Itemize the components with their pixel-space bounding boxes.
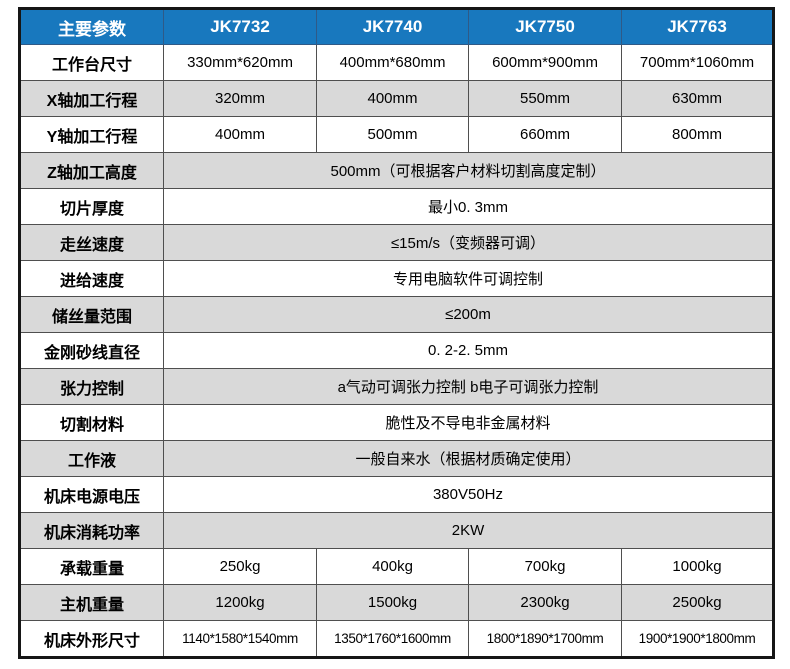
param-label-cell: 切片厚度: [19, 188, 164, 225]
table-row: 主机重量 1200kg 1500kg 2300kg 2500kg: [19, 584, 774, 621]
table-row: Y轴加工行程 400mm 500mm 660mm 800mm: [19, 116, 774, 153]
span-value-cell: a气动可调张力控制 b电子可调张力控制: [163, 368, 774, 405]
table-row: 切片厚度 最小0. 3mm: [19, 188, 774, 225]
header-row: 主要参数 JK7732 JK7740 JK7750 JK7763: [19, 8, 774, 45]
header-cell-param: 主要参数: [19, 8, 164, 45]
table-row: 储丝量范围 ≤200m: [19, 296, 774, 333]
param-label-cell: 工作台尺寸: [19, 44, 164, 81]
value-cell: 320mm: [163, 80, 317, 117]
value-cell: 400mm: [316, 80, 469, 117]
table-row: X轴加工行程 320mm 400mm 550mm 630mm: [19, 80, 774, 117]
value-cell: 1800*1890*1700mm: [468, 620, 622, 658]
param-label-cell: 张力控制: [19, 368, 164, 405]
span-value-cell: 0. 2-2. 5mm: [163, 332, 774, 369]
span-value-cell: 500mm（可根据客户材料切割高度定制）: [163, 152, 774, 189]
table-row: 张力控制 a气动可调张力控制 b电子可调张力控制: [19, 368, 774, 405]
param-label-cell: 机床电源电压: [19, 476, 164, 513]
value-cell: 550mm: [468, 80, 622, 117]
value-cell: 1350*1760*1600mm: [316, 620, 469, 658]
param-label-cell: 进给速度: [19, 260, 164, 297]
spec-table: 主要参数 JK7732 JK7740 JK7750 JK7763 工作台尺寸 330mm*…: [18, 7, 775, 659]
value-cell: 800mm: [621, 116, 774, 153]
header-cell-model: JK7732: [163, 8, 317, 45]
param-label-cell: 切割材料: [19, 404, 164, 441]
value-cell: 1500kg: [316, 584, 469, 621]
value-cell: 330mm*620mm: [163, 44, 317, 81]
param-label-cell: 工作液: [19, 440, 164, 477]
table-row: 承载重量 250kg 400kg 700kg 1000kg: [19, 548, 774, 585]
table-row: 工作液 一般自来水（根据材质确定使用）: [19, 440, 774, 477]
span-value-cell: 一般自来水（根据材质确定使用）: [163, 440, 774, 477]
table-row: 机床外形尺寸 1140*1580*1540mm 1350*1760*1600mm 18…: [19, 620, 774, 658]
value-cell: 700kg: [468, 548, 622, 585]
table-row: 机床电源电压 380V50Hz: [19, 476, 774, 513]
value-cell: 400mm*680mm: [316, 44, 469, 81]
table-row: 进给速度 专用电脑软件可调控制: [19, 260, 774, 297]
value-cell: 1000kg: [621, 548, 774, 585]
header-cell-model: JK7763: [621, 8, 774, 45]
span-value-cell: ≤15m/s（变频器可调）: [163, 224, 774, 261]
param-label-cell: Z轴加工高度: [19, 152, 164, 189]
table-row: Z轴加工高度 500mm（可根据客户材料切割高度定制）: [19, 152, 774, 189]
param-label-cell: 金刚砂线直径: [19, 332, 164, 369]
table-row: 工作台尺寸 330mm*620mm 400mm*680mm 600mm*900mm 70…: [19, 44, 774, 81]
value-cell: 500mm: [316, 116, 469, 153]
param-label-cell: 主机重量: [19, 584, 164, 621]
value-cell: 1200kg: [163, 584, 317, 621]
spec-sheet: 主要参数 JK7732 JK7740 JK7750 JK7763 工作台尺寸 330mm*…: [18, 7, 775, 659]
span-value-cell: 2KW: [163, 512, 774, 549]
value-cell: 400mm: [163, 116, 317, 153]
spec-table-body: 工作台尺寸 330mm*620mm 400mm*680mm 600mm*900mm 70…: [19, 44, 774, 658]
span-value-cell: ≤200m: [163, 296, 774, 333]
value-cell: 660mm: [468, 116, 622, 153]
value-cell: 250kg: [163, 548, 317, 585]
span-value-cell: 专用电脑软件可调控制: [163, 260, 774, 297]
param-label-cell: 储丝量范围: [19, 296, 164, 333]
header-cell-model: JK7750: [468, 8, 622, 45]
param-label-cell: 走丝速度: [19, 224, 164, 261]
value-cell: 2300kg: [468, 584, 622, 621]
table-row: 走丝速度 ≤15m/s（变频器可调）: [19, 224, 774, 261]
span-value-cell: 380V50Hz: [163, 476, 774, 513]
span-value-cell: 脆性及不导电非金属材料: [163, 404, 774, 441]
table-row: 金刚砂线直径 0. 2-2. 5mm: [19, 332, 774, 369]
value-cell: 400kg: [316, 548, 469, 585]
table-row: 切割材料 脆性及不导电非金属材料: [19, 404, 774, 441]
value-cell: 630mm: [621, 80, 774, 117]
param-label-cell: Y轴加工行程: [19, 116, 164, 153]
span-value-cell: 最小0. 3mm: [163, 188, 774, 225]
table-row: 机床消耗功率 2KW: [19, 512, 774, 549]
value-cell: 1900*1900*1800mm: [621, 620, 774, 658]
param-label-cell: 机床外形尺寸: [19, 620, 164, 658]
value-cell: 600mm*900mm: [468, 44, 622, 81]
param-label-cell: 机床消耗功率: [19, 512, 164, 549]
param-label-cell: X轴加工行程: [19, 80, 164, 117]
param-label-cell: 承载重量: [19, 548, 164, 585]
value-cell: 700mm*1060mm: [621, 44, 774, 81]
value-cell: 1140*1580*1540mm: [163, 620, 317, 658]
value-cell: 2500kg: [621, 584, 774, 621]
header-cell-model: JK7740: [316, 8, 469, 45]
